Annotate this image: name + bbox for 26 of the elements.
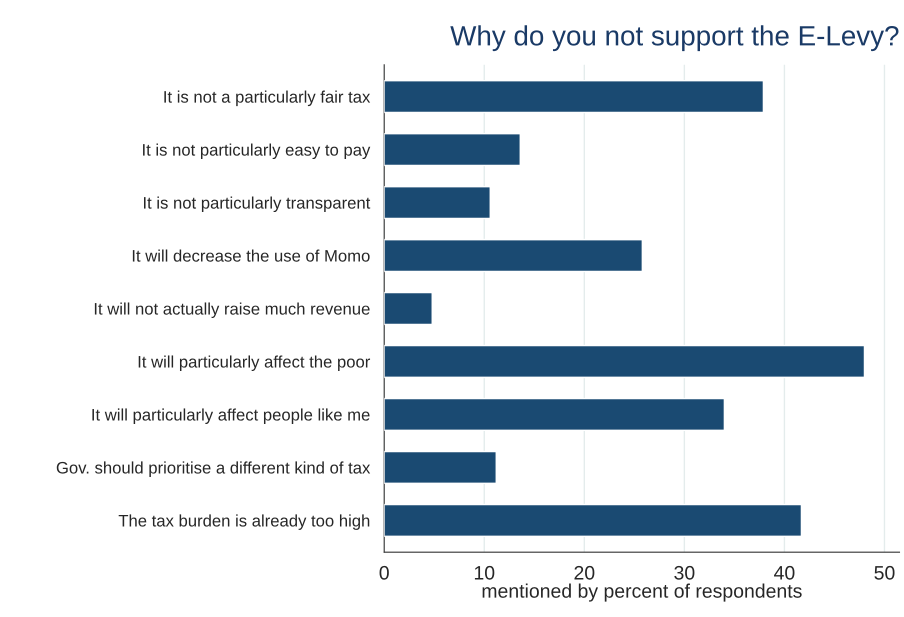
bar	[384, 504, 802, 538]
x-tick-label: 20	[574, 566, 594, 580]
y-tick-label: It is not particularly transparent	[144, 196, 370, 212]
bar	[384, 344, 866, 378]
y-tick-label: It will decrease the use of Momo	[132, 249, 370, 262]
bar	[384, 292, 433, 326]
bar	[384, 398, 726, 432]
chart-title: Why do you not support the E-Levy?	[450, 25, 898, 52]
x-tick-label: 40	[774, 566, 794, 580]
y-tick-label: The tax burden is already too high	[118, 514, 370, 530]
x-axis-title: mentioned by percent of respondents	[482, 584, 802, 602]
y-tick-label: It will particularly affect the poor	[138, 355, 370, 371]
bar	[384, 186, 491, 220]
x-tick-label: 10	[474, 566, 494, 580]
x-tick-label: 50	[874, 566, 895, 580]
x-tick-label: 0	[380, 566, 389, 580]
x-tick-label: 30	[674, 566, 694, 580]
bar	[384, 450, 497, 484]
bar	[384, 238, 644, 272]
y-tick-label: It will not actually raise much revenue	[94, 302, 370, 318]
y-tick-label: Gov. should prioritise a different kind of tax	[56, 461, 370, 477]
y-tick-label: It is not a particularly fair tax	[164, 90, 370, 106]
y-tick-label: It is not particularly easy to pay	[143, 144, 370, 160]
bar	[384, 80, 764, 114]
bar	[384, 132, 521, 166]
y-tick-label: It will particularly affect people like me	[92, 408, 370, 424]
